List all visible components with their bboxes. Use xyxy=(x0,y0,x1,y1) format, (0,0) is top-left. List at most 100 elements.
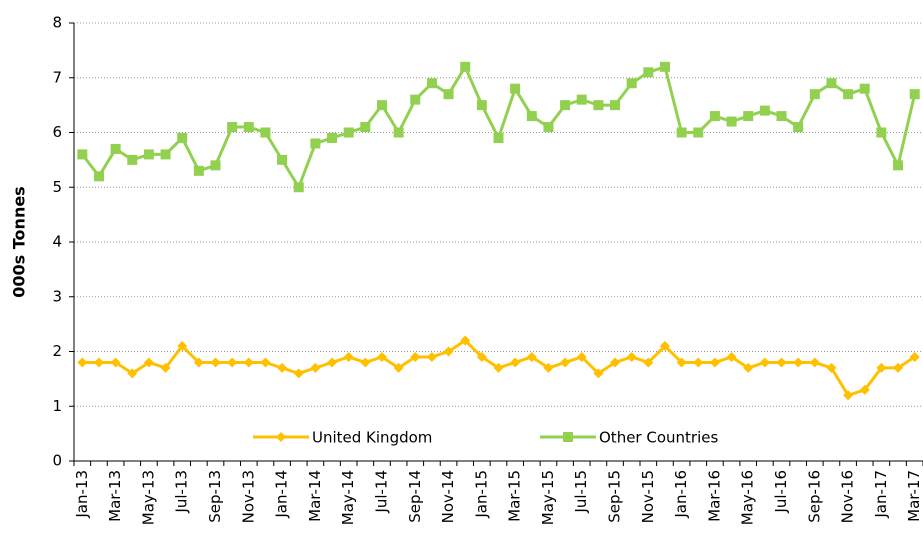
data-point xyxy=(526,351,537,362)
data-point xyxy=(793,122,804,133)
data-point xyxy=(93,357,104,368)
data-point xyxy=(110,143,121,154)
data-point xyxy=(643,67,654,78)
x-tick-label: Mar-17 xyxy=(905,470,923,522)
data-point xyxy=(676,127,687,138)
data-point xyxy=(143,357,154,368)
y-tick-label: 1 xyxy=(52,397,62,415)
data-point xyxy=(809,357,820,368)
data-point xyxy=(77,357,88,368)
x-tick-label: May-13 xyxy=(139,470,157,525)
data-point xyxy=(410,94,421,105)
data-point xyxy=(460,61,471,72)
series-line xyxy=(81,65,917,189)
y-axis-title: 000s Tonnes xyxy=(10,186,29,297)
data-point xyxy=(493,362,504,373)
data-point xyxy=(410,351,421,362)
data-point xyxy=(543,122,554,133)
x-tick-label: Sep-15 xyxy=(606,470,624,523)
data-point xyxy=(243,122,254,133)
data-point xyxy=(210,357,221,368)
legend-label: United Kingdom xyxy=(312,429,432,447)
data-point xyxy=(243,357,254,368)
data-point xyxy=(360,357,371,368)
data-point xyxy=(360,122,371,133)
data-point xyxy=(160,362,171,373)
x-tick-label: Jan-13 xyxy=(73,470,91,519)
x-tick-label: Jul-13 xyxy=(173,470,191,514)
data-point xyxy=(610,100,621,111)
x-tick-label: Mar-15 xyxy=(506,470,524,522)
legend-label: Other Countries xyxy=(599,429,718,447)
y-tick-label: 5 xyxy=(52,178,62,196)
x-tick-label: Jul-14 xyxy=(372,470,390,514)
data-point xyxy=(626,351,637,362)
y-tick-label: 8 xyxy=(52,14,62,32)
data-point xyxy=(193,165,204,176)
x-tick-label: May-16 xyxy=(739,470,757,525)
x-tick-label: May-14 xyxy=(339,470,357,525)
data-point xyxy=(759,357,770,368)
data-point xyxy=(576,94,587,105)
data-point xyxy=(593,368,604,379)
y-tick-label: 4 xyxy=(52,233,62,251)
data-point xyxy=(327,357,338,368)
data-point xyxy=(859,384,870,395)
x-tick-label: Nov-16 xyxy=(839,470,857,523)
data-point xyxy=(193,357,204,368)
data-point xyxy=(210,160,221,171)
data-point xyxy=(826,362,837,373)
data-point xyxy=(793,357,804,368)
data-point xyxy=(510,357,521,368)
data-point xyxy=(443,89,454,100)
data-point xyxy=(709,357,720,368)
data-point xyxy=(127,154,138,165)
data-point xyxy=(693,127,704,138)
data-point xyxy=(809,89,820,100)
data-point xyxy=(343,351,354,362)
data-point xyxy=(743,362,754,373)
x-tick-label: Jan-14 xyxy=(273,470,291,519)
x-tick-label: Mar-13 xyxy=(106,470,124,522)
data-point xyxy=(893,160,904,171)
data-point xyxy=(277,362,288,373)
data-point xyxy=(376,100,387,111)
data-point xyxy=(726,116,737,127)
data-point xyxy=(543,362,554,373)
data-point xyxy=(510,83,521,94)
data-point xyxy=(177,132,188,143)
data-point xyxy=(260,357,271,368)
data-point xyxy=(643,357,654,368)
data-point xyxy=(576,351,587,362)
data-point xyxy=(93,171,104,182)
data-point xyxy=(127,368,138,379)
data-point xyxy=(160,149,171,160)
x-tick-label: Nov-15 xyxy=(639,470,657,523)
y-tick-label: 2 xyxy=(52,342,62,360)
x-tick-label: Sep-16 xyxy=(805,470,823,523)
data-point xyxy=(526,111,537,122)
data-point xyxy=(743,111,754,122)
y-tick-label: 6 xyxy=(52,123,62,141)
x-tick-label: Mar-16 xyxy=(705,470,723,522)
data-point xyxy=(376,351,387,362)
data-point xyxy=(726,351,737,362)
data-point xyxy=(227,357,238,368)
data-point xyxy=(293,368,304,379)
data-point xyxy=(776,111,787,122)
x-tick-label: Jul-15 xyxy=(572,470,590,514)
data-point xyxy=(443,346,454,357)
data-point xyxy=(593,100,604,111)
data-point xyxy=(626,78,637,89)
data-point xyxy=(476,100,487,111)
data-point xyxy=(177,341,188,352)
y-tick-label: 7 xyxy=(52,68,62,86)
data-point xyxy=(260,127,271,138)
data-point xyxy=(293,182,304,193)
data-point xyxy=(426,78,437,89)
x-tick-label: Jan-17 xyxy=(872,470,890,519)
data-point xyxy=(843,390,854,401)
data-point xyxy=(110,357,121,368)
data-point xyxy=(709,111,720,122)
